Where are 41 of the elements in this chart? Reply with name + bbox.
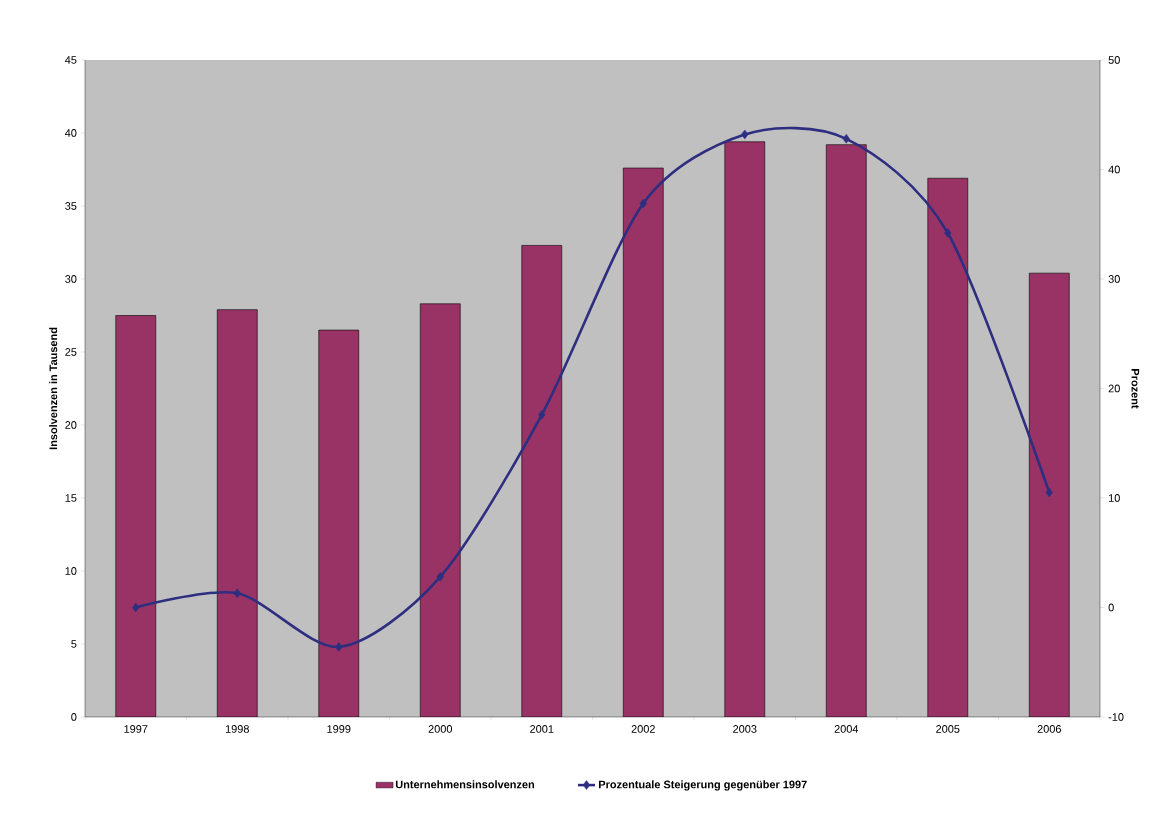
y2-tick-label: 40 [1108, 165, 1120, 174]
y2-tick-label: -10 [1108, 713, 1124, 721]
y-tick-label: 40 [64, 129, 77, 137]
y-tick-label: 45 [64, 56, 77, 64]
y-tick-label: 15 [65, 494, 77, 502]
x-tick-label: 1998 [225, 725, 249, 733]
y-tick-label: 10 [65, 567, 77, 575]
y-tick-label: 30 [65, 275, 77, 283]
legend-label: Prozentuale Steigerung gegenüber 1997 [599, 780, 807, 791]
point [538, 410, 546, 420]
y-tick-label: 35 [65, 202, 77, 210]
y-tick-label: 25 [65, 348, 77, 356]
x-tick-label: 2001 [530, 725, 554, 733]
x-tick-label: 1999 [327, 725, 351, 733]
point [639, 198, 647, 209]
y-tick-label: 5 [71, 640, 77, 648]
x-tick-label: 2002 [631, 725, 655, 733]
x-tick-label: 2006 [1037, 725, 1061, 733]
y-tick-label: 0 [71, 713, 77, 721]
y2-tick-label: 10 [1108, 494, 1120, 502]
x-tick-label: 2000 [428, 725, 453, 733]
y2-tick-label: 30 [1108, 275, 1120, 283]
y2-axis-title: Prozent [1131, 369, 1140, 409]
x-tick-label: 2005 [936, 725, 960, 733]
point [335, 642, 343, 652]
point [1045, 487, 1053, 498]
x-tick-label: 2004 [834, 725, 859, 733]
y2-tick-label: 50 [1108, 56, 1120, 64]
legend-label: Unternehmensinsolvenzen [395, 780, 535, 789]
y-tick-label: 20 [65, 421, 77, 429]
point [842, 134, 850, 144]
point [944, 228, 952, 238]
x-tick-label: 1997 [124, 725, 148, 733]
y2-tick-label: 0 [1108, 603, 1114, 612]
y-axis-title: Insolvenzen in Tausend [49, 327, 58, 450]
y2-tick-label: 20 [1108, 384, 1120, 393]
x-tick-label: 2003 [733, 725, 757, 733]
point [741, 129, 749, 140]
point [132, 602, 140, 613]
point [436, 572, 444, 582]
point [233, 588, 241, 598]
